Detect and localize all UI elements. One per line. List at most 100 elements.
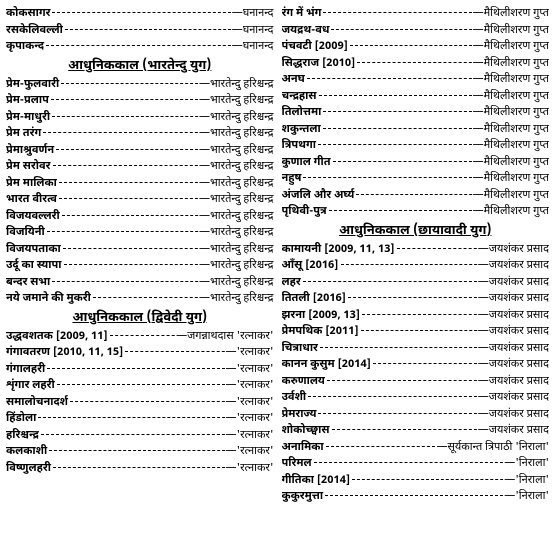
leader-line — [53, 165, 208, 166]
author-name: 'रत्नाकर' — [237, 411, 274, 428]
work-title: प्रेम-प्रलाप — [6, 93, 49, 110]
work-title: कानन कुसुम [2014] — [282, 357, 372, 374]
work-title: बन्दर सभा — [6, 275, 50, 292]
work-title: प्रेमाश्रुवर्णन — [6, 143, 54, 160]
author-name: 'रत्नाकर' — [237, 345, 274, 362]
work-title: प्रेम मालिका — [6, 176, 57, 193]
leader-line — [125, 351, 234, 352]
work-title: भारत वीरत्व — [6, 192, 57, 209]
list-item: प्रेम तरंगभारतेन्दु हरिश्चन्द्र — [6, 126, 274, 143]
work-title: पंचवटी [2009] — [282, 39, 349, 56]
leader-line — [329, 210, 482, 211]
leader-line — [325, 495, 513, 496]
leader-line — [52, 281, 208, 282]
author-name: जयशंकर प्रसाद — [489, 357, 549, 374]
leader-line — [303, 177, 481, 178]
section-bhartendu: आधुनिककाल (भारतेन्दु युग) — [6, 58, 274, 75]
work-title: कुणाल गीत — [282, 155, 331, 172]
work-title: रसकेलिवल्ली — [6, 23, 63, 40]
work-title: जयद्रथ-वध — [282, 23, 330, 40]
work-title: अनामिका — [282, 440, 324, 457]
list-item: रंग में भंगमैथिलीशरण गुप्त — [282, 6, 550, 23]
list-item: प्रेम-प्रलाप भारतेन्दु हरिश्चन्द्र — [6, 93, 274, 110]
list-item: शकुन्तला मैथिलीशरण गुप्त — [282, 122, 550, 139]
list-item: प्रेम-माधुरी भारतेन्दु हरिश्चन्द्र — [6, 110, 274, 127]
leader-line — [52, 116, 208, 117]
author-name: मैथिलीशरण गुप्त — [484, 122, 549, 139]
work-title: कृपाकन्द — [6, 39, 44, 56]
list-item: विजयवल्लरीभारतेन्दु हरिश्चन्द्र — [6, 209, 274, 226]
author-name: घनानन्द — [243, 23, 274, 40]
author-name: भारतेन्दु हरिश्चन्द्र — [210, 93, 274, 110]
list-item: उर्वशीजयशंकर प्रसाद — [282, 390, 550, 407]
list-item: कुणाल गीत मैथिलीशरण गुप्त — [282, 155, 550, 172]
leader-line — [319, 95, 482, 96]
leader-line — [65, 29, 241, 30]
author-name: मैथिलीशरण गुप्त — [484, 105, 549, 122]
leader-line — [59, 182, 208, 183]
leader-line — [320, 347, 487, 348]
section-chhayavad: आधुनिककाल (छायावादी युग) — [282, 223, 550, 240]
list-item: प्रेमाश्रुवर्णनभारतेन्दु हरिश्चन्द्र — [6, 143, 274, 160]
work-title: कलकाशी — [6, 444, 47, 461]
author-name: 'रत्नाकर' — [237, 378, 274, 395]
work-title: कुकुरमुत्ता — [282, 489, 324, 506]
leader-line — [47, 231, 208, 232]
work-title: गंगालहरी — [6, 362, 45, 379]
leader-line — [331, 29, 481, 30]
work-title: शकुन्तला — [282, 122, 321, 139]
list-item: अनघ मैथिलीशरण गुप्त — [282, 72, 550, 89]
leader-line — [318, 144, 482, 145]
leader-line — [307, 78, 482, 79]
work-title: प्रेम-माधुरी — [6, 110, 50, 127]
leader-line — [362, 314, 487, 315]
author-name: सूर्यकान्त त्रिपाठी 'निराला' — [447, 440, 549, 457]
list-item: कोकसागरघनानन्द — [6, 6, 274, 23]
author-name: मैथिलीशरण गुप्त — [484, 89, 549, 106]
author-name: घनानन्द — [243, 39, 274, 56]
author-name: जयशंकर प्रसाद — [489, 308, 549, 325]
list-item: उर्दू का स्यापाभारतेन्दु हरिश्चन्द्र — [6, 258, 274, 275]
author-name: भारतेन्दु हरिश्चन्द्र — [210, 176, 274, 193]
work-title: परिमल — [282, 456, 312, 473]
section-dwivedi: आधुनिककाल (द्विवेदी युग) — [6, 310, 274, 327]
author-name: 'रत्नाकर' — [237, 461, 274, 478]
work-title: करुणालय — [282, 374, 325, 391]
leader-line — [57, 384, 235, 385]
author-name: मैथिलीशरण गुप्त — [484, 155, 549, 172]
work-title: त्रिपथगा — [282, 138, 317, 155]
left-column: कोकसागरघनानन्दरसकेलिवल्ली घनानन्द कृपाकन्द… — [6, 6, 274, 506]
list-item: पृथिवी-पुत्रमैथिलीशरण गुप्त — [282, 204, 550, 221]
author-name: जयशंकर प्रसाद — [489, 275, 549, 292]
work-title: हरिश्चन्द्र — [6, 428, 39, 445]
work-title: समालोचनादर्श — [6, 395, 68, 412]
leader-line — [41, 434, 235, 435]
leader-line — [352, 479, 513, 480]
leader-line — [327, 380, 487, 381]
author-name: 'रत्नाकर' — [237, 428, 274, 445]
work-title: गंगावतरण [2010, 11, 15] — [6, 345, 123, 362]
leader-line — [361, 330, 487, 331]
work-title: पृथिवी-पुत्र — [282, 204, 327, 221]
leader-line — [62, 215, 208, 216]
list-item: रसकेलिवल्ली घनानन्द — [6, 23, 274, 40]
author-name: जयशंकर प्रसाद — [489, 258, 549, 275]
leader-line — [303, 281, 487, 282]
leader-line — [59, 198, 208, 199]
work-title: विजयिनी — [6, 225, 45, 242]
work-title: अनघ — [282, 72, 305, 89]
list-item: विष्णुलहरी 'रत्नाकर' — [6, 461, 274, 478]
author-name: जयशंकर प्रसाद — [489, 423, 549, 440]
work-title: झरना [2009, 13] — [282, 308, 361, 325]
author-name: 'निराला' — [515, 489, 549, 506]
author-name: मैथिलीशरण गुप्त — [484, 72, 549, 89]
work-title: शोकोच्छ्वास — [282, 423, 330, 440]
work-title: विष्णुलहरी — [6, 461, 51, 478]
list-item: लहरजयशंकर प्रसाद — [282, 275, 550, 292]
author-name: भारतेन्दु हरिश्चन्द्र — [210, 110, 274, 127]
list-item: तिलोत्तमामैथिलीशरण गुप्त — [282, 105, 550, 122]
leader-line — [49, 450, 234, 451]
author-name: भारतेन्दु हरिश्चन्द्र — [210, 275, 274, 292]
work-title: प्रेम-फुलवारी — [6, 77, 59, 94]
author-name: भारतेन्दु हरिश्चन्द्र — [210, 291, 274, 308]
